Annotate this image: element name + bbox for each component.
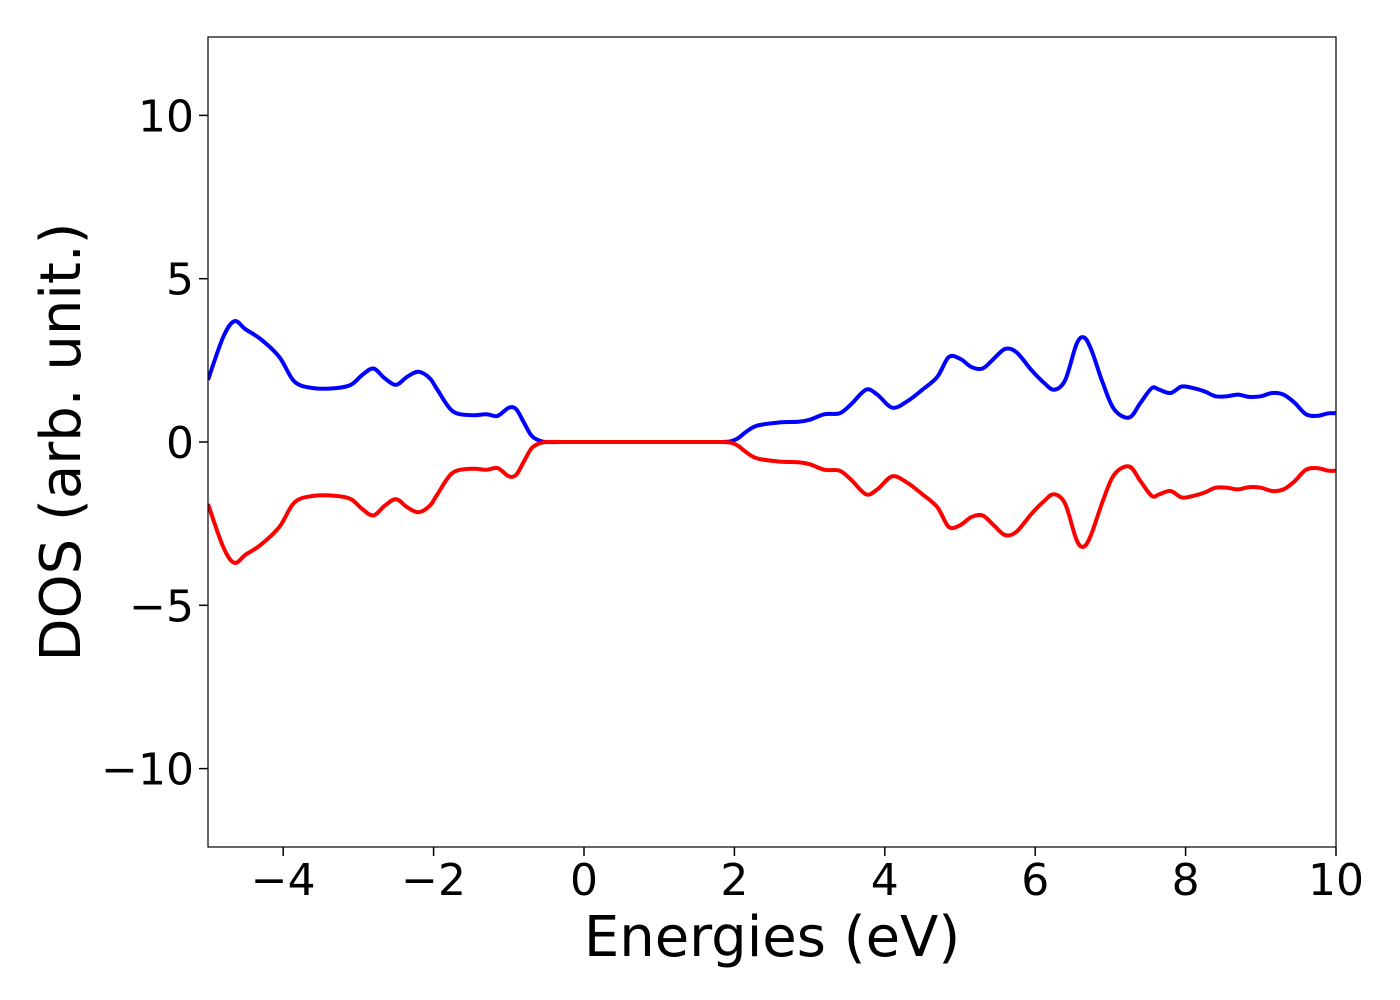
- y-axis: −10 −5 0 5 10: [101, 91, 208, 796]
- plot-area: [208, 319, 1336, 565]
- series-line-spin-down: [208, 439, 1336, 565]
- x-tick-label: −2: [401, 855, 466, 906]
- y-tick-label: 5: [166, 255, 194, 306]
- y-tick-label: −5: [129, 581, 194, 632]
- x-tick-label: −4: [251, 855, 316, 906]
- x-tick-label: 6: [1021, 855, 1049, 906]
- x-tick-label: 10: [1308, 855, 1364, 906]
- x-tick-label: 0: [570, 855, 598, 906]
- y-tick-label: 10: [138, 91, 194, 142]
- series-line-spin-up: [208, 319, 1336, 445]
- x-tick-label: 4: [871, 855, 899, 906]
- y-tick-label: −10: [101, 745, 194, 796]
- x-tick-label: 8: [1172, 855, 1200, 906]
- y-tick-label: 0: [166, 418, 194, 469]
- x-tick-label: 2: [720, 855, 748, 906]
- x-axis-label: Energies (eV): [584, 905, 960, 970]
- x-axis: −4 −2 0 2 4 6 8 10: [251, 847, 1364, 906]
- y-axis-label: DOS (arb. unit.): [29, 222, 94, 661]
- axes-frame: [207, 36, 1337, 848]
